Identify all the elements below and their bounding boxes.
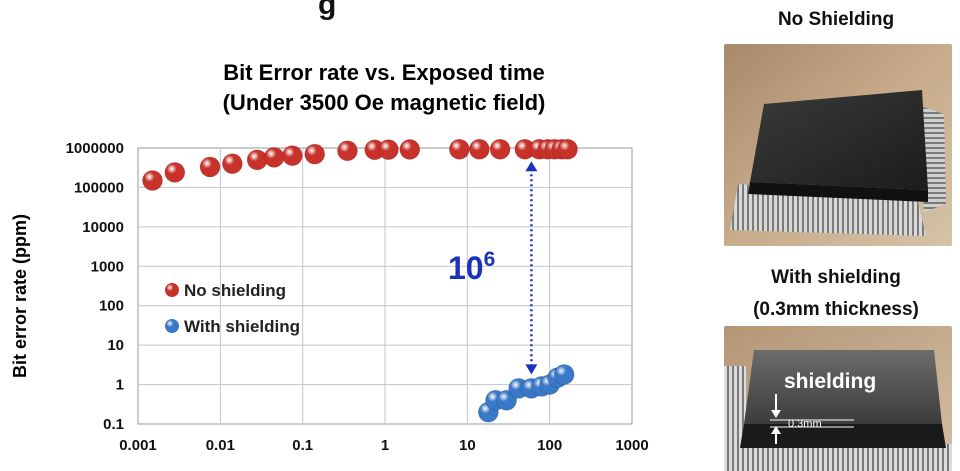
photo-label-thickness: (0.3mm thickness) bbox=[753, 299, 919, 320]
thickness-text: 0.3mm bbox=[788, 418, 822, 430]
x-tick-label: 10 bbox=[459, 437, 476, 454]
legend: No shielding With shielding bbox=[165, 281, 300, 336]
x-tick-label: 0.1 bbox=[292, 437, 313, 454]
shielding-text: shielding bbox=[784, 370, 877, 393]
point-no-shielding bbox=[399, 139, 421, 160]
x-tick-label: 0.001 bbox=[119, 437, 157, 454]
point-no-shielding bbox=[281, 145, 303, 167]
point-no-shielding bbox=[557, 138, 578, 160]
x-tick-label: 1000 bbox=[615, 437, 648, 454]
tick-labels: 0.001 0.01 0.1 1 10 100 1000 0.1 1 10 100 1000 10000… bbox=[66, 140, 649, 454]
point-no-shielding bbox=[468, 138, 490, 160]
point-no-shielding bbox=[448, 138, 470, 160]
photo-label-no-shielding: No Shielding bbox=[777, 9, 895, 30]
chip-photo-with-shielding: shielding 0.3mm bbox=[724, 326, 952, 471]
point-no-shielding bbox=[263, 146, 285, 168]
point-no-shielding bbox=[304, 143, 326, 165]
data-points bbox=[142, 138, 578, 423]
x-tick-label: 1 bbox=[381, 437, 389, 454]
point-no-shielding bbox=[142, 170, 163, 191]
annotation-arrowhead-up bbox=[525, 161, 538, 172]
grid-lines bbox=[138, 148, 632, 424]
y-tick-label: 1 bbox=[116, 377, 124, 394]
y-tick-label: 100 bbox=[99, 298, 124, 315]
y-tick-label: 1000000 bbox=[66, 140, 124, 157]
x-tick-label: 0.01 bbox=[206, 437, 235, 454]
annotation-label: 106 bbox=[448, 248, 495, 286]
legend-marker bbox=[165, 319, 179, 333]
legend-label: No shielding bbox=[184, 281, 286, 300]
legend-label: With shielding bbox=[184, 317, 300, 336]
y-axis-title: Bit error rate (ppm) bbox=[10, 214, 30, 378]
annotation-arrowhead-down bbox=[525, 364, 538, 375]
point-no-shielding bbox=[489, 138, 511, 160]
annotation: 106 bbox=[448, 161, 538, 375]
chart-title-line2: (Under 3500 Oe magnetic field) bbox=[223, 90, 546, 115]
y-tick-label: 100000 bbox=[74, 179, 124, 196]
chart-title-line1: Bit Error rate vs. Exposed time bbox=[223, 60, 545, 85]
chip-photo-no-shielding bbox=[724, 44, 952, 246]
point-no-shielding bbox=[164, 162, 186, 183]
x-tick-label: 100 bbox=[537, 437, 562, 454]
y-tick-label: 0.1 bbox=[103, 416, 124, 433]
point-no-shielding bbox=[221, 153, 243, 175]
y-tick-label: 1000 bbox=[91, 258, 124, 275]
point-with-shielding bbox=[553, 364, 575, 385]
y-tick-label: 10000 bbox=[82, 219, 124, 236]
photo-label-with-shielding: With shielding bbox=[771, 267, 901, 288]
point-no-shielding bbox=[337, 140, 358, 162]
point-no-shielding bbox=[199, 156, 221, 178]
y-tick-label: 10 bbox=[107, 337, 124, 354]
point-no-shielding bbox=[378, 139, 399, 161]
legend-marker bbox=[165, 283, 179, 297]
partial-page-title: g bbox=[318, 0, 336, 21]
